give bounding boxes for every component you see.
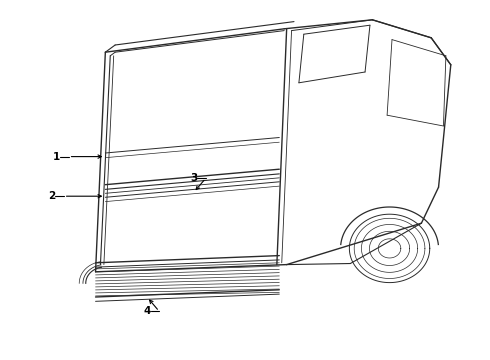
Text: 1: 1	[53, 152, 60, 162]
Text: 2: 2	[48, 191, 55, 201]
Text: 4: 4	[143, 306, 151, 316]
Text: 3: 3	[190, 173, 197, 183]
